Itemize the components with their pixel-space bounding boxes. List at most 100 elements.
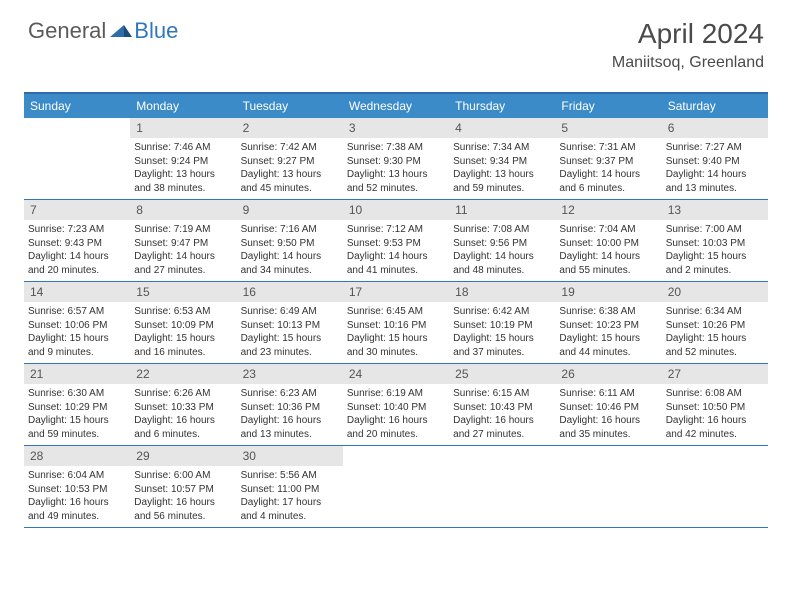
day-header: Friday — [555, 94, 661, 118]
sunrise-text: Sunrise: 7:08 AM — [453, 223, 551, 237]
day-number: 3 — [343, 118, 449, 138]
day-header: Tuesday — [237, 94, 343, 118]
sunrise-text: Sunrise: 6:34 AM — [666, 305, 764, 319]
location-label: Maniitsoq, Greenland — [612, 54, 764, 72]
sunrise-text: Sunrise: 6:19 AM — [347, 387, 445, 401]
daylight-text: Daylight: 14 hours and 34 minutes. — [241, 250, 339, 277]
sunset-text: Sunset: 10:40 PM — [347, 401, 445, 415]
day-number: 24 — [343, 364, 449, 384]
daylight-text: Daylight: 16 hours and 49 minutes. — [28, 496, 126, 523]
sunrise-text: Sunrise: 6:49 AM — [241, 305, 339, 319]
daylight-text: Daylight: 15 hours and 59 minutes. — [28, 414, 126, 441]
day-cell — [555, 446, 661, 527]
daylight-text: Daylight: 15 hours and 30 minutes. — [347, 332, 445, 359]
day-cell: 4Sunrise: 7:34 AMSunset: 9:34 PMDaylight… — [449, 118, 555, 199]
day-body: Sunrise: 6:38 AMSunset: 10:23 PMDaylight… — [555, 302, 661, 363]
day-cell: 10Sunrise: 7:12 AMSunset: 9:53 PMDayligh… — [343, 200, 449, 281]
sunrise-text: Sunrise: 7:42 AM — [241, 141, 339, 155]
day-body: Sunrise: 6:49 AMSunset: 10:13 PMDaylight… — [237, 302, 343, 363]
sunset-text: Sunset: 9:43 PM — [28, 237, 126, 251]
day-body: Sunrise: 5:56 AMSunset: 11:00 PMDaylight… — [237, 466, 343, 527]
day-number: 30 — [237, 446, 343, 466]
day-body: Sunrise: 6:42 AMSunset: 10:19 PMDaylight… — [449, 302, 555, 363]
day-cell: 5Sunrise: 7:31 AMSunset: 9:37 PMDaylight… — [555, 118, 661, 199]
daylight-text: Daylight: 14 hours and 6 minutes. — [559, 168, 657, 195]
day-number: 17 — [343, 282, 449, 302]
sunrise-text: Sunrise: 6:45 AM — [347, 305, 445, 319]
sunrise-text: Sunrise: 7:46 AM — [134, 141, 232, 155]
sunrise-text: Sunrise: 7:04 AM — [559, 223, 657, 237]
sunrise-text: Sunrise: 7:38 AM — [347, 141, 445, 155]
day-body: Sunrise: 6:04 AMSunset: 10:53 PMDaylight… — [24, 466, 130, 527]
day-body: Sunrise: 7:00 AMSunset: 10:03 PMDaylight… — [662, 220, 768, 281]
sunset-text: Sunset: 10:23 PM — [559, 319, 657, 333]
day-cell: 19Sunrise: 6:38 AMSunset: 10:23 PMDaylig… — [555, 282, 661, 363]
daylight-text: Daylight: 14 hours and 48 minutes. — [453, 250, 551, 277]
sunset-text: Sunset: 10:36 PM — [241, 401, 339, 415]
logo: General Blue — [28, 18, 178, 44]
day-header: Monday — [130, 94, 236, 118]
day-cell: 14Sunrise: 6:57 AMSunset: 10:06 PMDaylig… — [24, 282, 130, 363]
sunset-text: Sunset: 9:34 PM — [453, 155, 551, 169]
day-body: Sunrise: 6:08 AMSunset: 10:50 PMDaylight… — [662, 384, 768, 445]
day-number: 7 — [24, 200, 130, 220]
day-number: 22 — [130, 364, 236, 384]
logo-text-general: General — [28, 18, 106, 44]
day-number: 12 — [555, 200, 661, 220]
week-row: 21Sunrise: 6:30 AMSunset: 10:29 PMDaylig… — [24, 364, 768, 446]
sunrise-text: Sunrise: 6:30 AM — [28, 387, 126, 401]
sunset-text: Sunset: 9:27 PM — [241, 155, 339, 169]
sunrise-text: Sunrise: 6:15 AM — [453, 387, 551, 401]
daylight-text: Daylight: 15 hours and 52 minutes. — [666, 332, 764, 359]
day-number: 26 — [555, 364, 661, 384]
day-number — [24, 118, 130, 124]
day-body: Sunrise: 7:42 AMSunset: 9:27 PMDaylight:… — [237, 138, 343, 199]
day-cell: 26Sunrise: 6:11 AMSunset: 10:46 PMDaylig… — [555, 364, 661, 445]
day-header: Sunday — [24, 94, 130, 118]
day-cell: 28Sunrise: 6:04 AMSunset: 10:53 PMDaylig… — [24, 446, 130, 527]
daylight-text: Daylight: 16 hours and 6 minutes. — [134, 414, 232, 441]
day-number: 1 — [130, 118, 236, 138]
daylight-text: Daylight: 15 hours and 37 minutes. — [453, 332, 551, 359]
daylight-text: Daylight: 16 hours and 20 minutes. — [347, 414, 445, 441]
daylight-text: Daylight: 14 hours and 20 minutes. — [28, 250, 126, 277]
sunrise-text: Sunrise: 6:11 AM — [559, 387, 657, 401]
day-number: 19 — [555, 282, 661, 302]
sunrise-text: Sunrise: 6:08 AM — [666, 387, 764, 401]
header: General Blue April 2024 Maniitsoq, Green… — [0, 0, 792, 80]
day-cell: 23Sunrise: 6:23 AMSunset: 10:36 PMDaylig… — [237, 364, 343, 445]
day-body: Sunrise: 7:27 AMSunset: 9:40 PMDaylight:… — [662, 138, 768, 199]
sunset-text: Sunset: 10:03 PM — [666, 237, 764, 251]
daylight-text: Daylight: 14 hours and 55 minutes. — [559, 250, 657, 277]
daylight-text: Daylight: 14 hours and 41 minutes. — [347, 250, 445, 277]
sunset-text: Sunset: 10:06 PM — [28, 319, 126, 333]
sunset-text: Sunset: 10:00 PM — [559, 237, 657, 251]
sunrise-text: Sunrise: 7:23 AM — [28, 223, 126, 237]
day-number: 16 — [237, 282, 343, 302]
sunset-text: Sunset: 9:24 PM — [134, 155, 232, 169]
day-header-row: Sunday Monday Tuesday Wednesday Thursday… — [24, 94, 768, 118]
day-body: Sunrise: 7:34 AMSunset: 9:34 PMDaylight:… — [449, 138, 555, 199]
sunrise-text: Sunrise: 6:23 AM — [241, 387, 339, 401]
sunrise-text: Sunrise: 7:31 AM — [559, 141, 657, 155]
day-body: Sunrise: 6:26 AMSunset: 10:33 PMDaylight… — [130, 384, 236, 445]
day-number: 20 — [662, 282, 768, 302]
day-body: Sunrise: 6:11 AMSunset: 10:46 PMDaylight… — [555, 384, 661, 445]
title-block: April 2024 Maniitsoq, Greenland — [612, 18, 764, 72]
day-number: 29 — [130, 446, 236, 466]
day-cell: 22Sunrise: 6:26 AMSunset: 10:33 PMDaylig… — [130, 364, 236, 445]
day-cell: 27Sunrise: 6:08 AMSunset: 10:50 PMDaylig… — [662, 364, 768, 445]
day-number: 11 — [449, 200, 555, 220]
day-cell: 16Sunrise: 6:49 AMSunset: 10:13 PMDaylig… — [237, 282, 343, 363]
sunrise-text: Sunrise: 7:27 AM — [666, 141, 764, 155]
day-cell: 1Sunrise: 7:46 AMSunset: 9:24 PMDaylight… — [130, 118, 236, 199]
day-number: 21 — [24, 364, 130, 384]
day-cell: 8Sunrise: 7:19 AMSunset: 9:47 PMDaylight… — [130, 200, 236, 281]
daylight-text: Daylight: 14 hours and 13 minutes. — [666, 168, 764, 195]
day-number: 23 — [237, 364, 343, 384]
day-cell: 30Sunrise: 5:56 AMSunset: 11:00 PMDaylig… — [237, 446, 343, 527]
logo-text-blue: Blue — [134, 18, 178, 44]
day-cell: 13Sunrise: 7:00 AMSunset: 10:03 PMDaylig… — [662, 200, 768, 281]
day-body: Sunrise: 7:31 AMSunset: 9:37 PMDaylight:… — [555, 138, 661, 199]
day-cell: 3Sunrise: 7:38 AMSunset: 9:30 PMDaylight… — [343, 118, 449, 199]
